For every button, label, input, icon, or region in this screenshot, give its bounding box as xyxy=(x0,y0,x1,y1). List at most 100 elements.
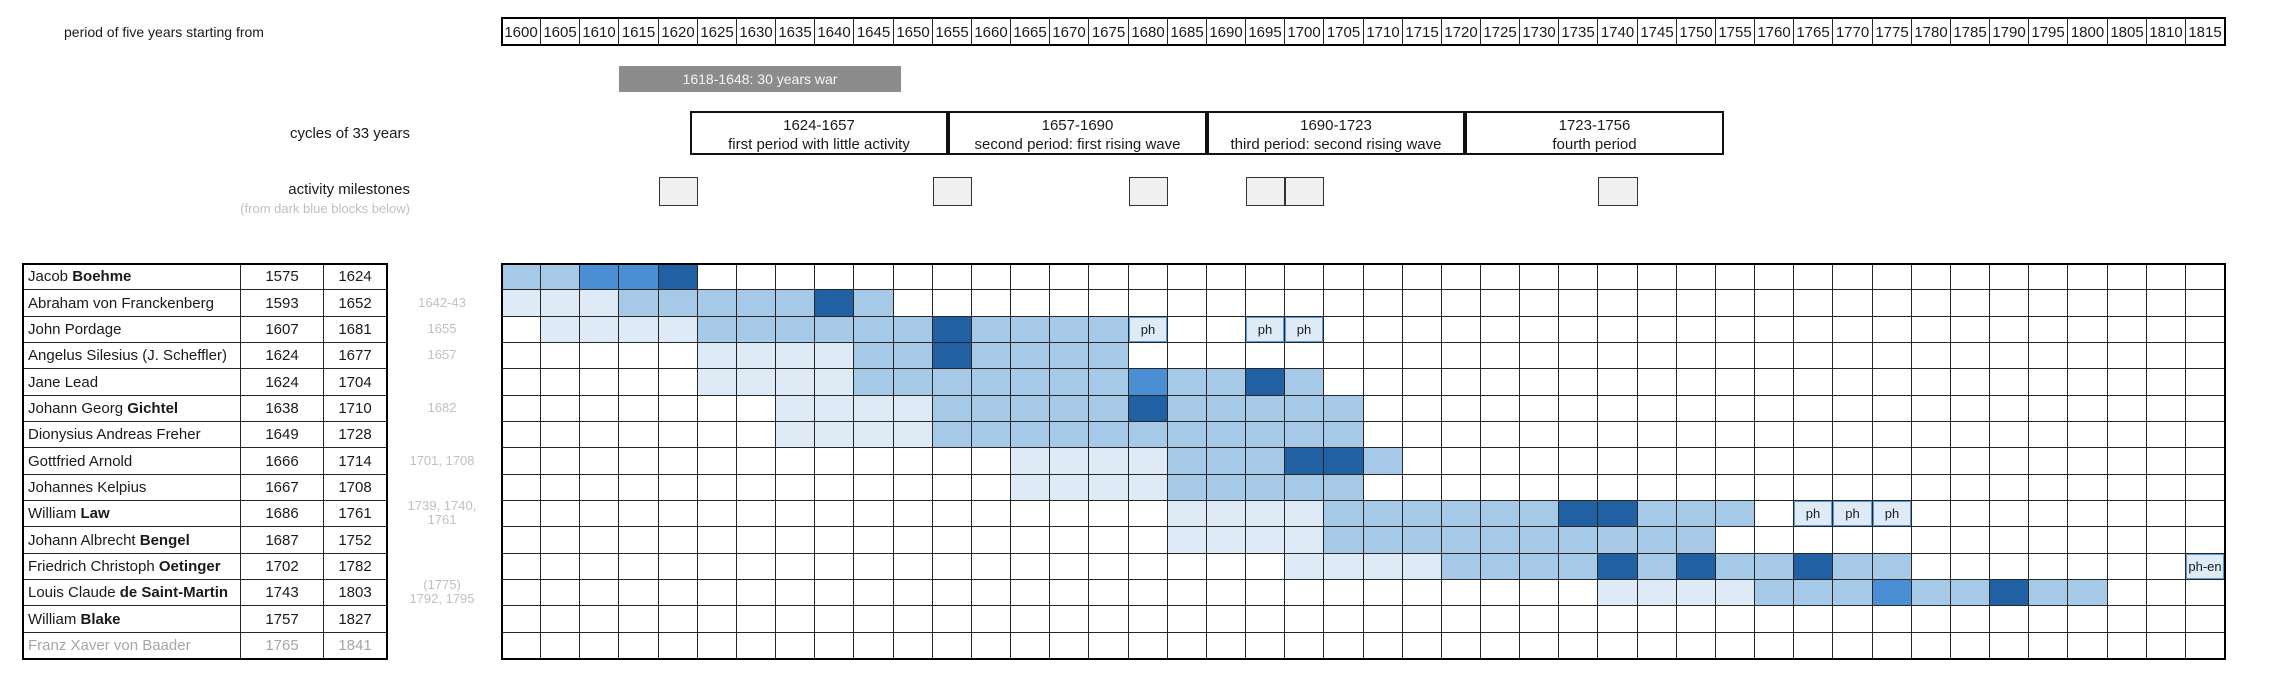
activity-cell xyxy=(1833,369,1873,396)
activity-cell xyxy=(1598,369,1638,396)
activity-cell xyxy=(1638,290,1677,317)
activity-cell xyxy=(1990,475,2029,501)
activity-cell xyxy=(1050,527,1089,554)
activity-cell xyxy=(1011,633,1050,659)
person-death-cell: 1752 xyxy=(324,527,387,554)
activity-cell xyxy=(972,369,1011,396)
activity-cell xyxy=(1324,527,1364,554)
activity-cell xyxy=(1598,633,1638,659)
activity-cell xyxy=(1129,554,1168,580)
activity-cell xyxy=(1011,501,1050,527)
activity-cell xyxy=(2068,633,2108,659)
activity-cell xyxy=(2108,475,2147,501)
activity-cell xyxy=(1638,606,1677,633)
activity-cell xyxy=(1755,475,1794,501)
activity-cell xyxy=(1559,527,1598,554)
activity-cell xyxy=(1951,554,1990,580)
activity-cell xyxy=(1598,396,1638,422)
activity-cell xyxy=(894,343,933,369)
year-header-cell: 1690 xyxy=(1207,19,1246,45)
activity-cell xyxy=(1129,633,1168,659)
activity-cell xyxy=(1129,580,1168,606)
activity-cell xyxy=(1481,448,1520,475)
ph-marker-cell: ph xyxy=(1285,317,1324,343)
activity-cell xyxy=(1716,501,1755,527)
person-birth-cell: 1649 xyxy=(241,422,324,448)
activity-cell xyxy=(1677,264,1716,290)
activity-cell xyxy=(1481,606,1520,633)
activity-cell xyxy=(1246,369,1285,396)
activity-cell xyxy=(1089,554,1129,580)
year-header-cell: 1715 xyxy=(1403,19,1442,45)
activity-cell xyxy=(1246,290,1285,317)
ph-marker-cell: ph xyxy=(1794,501,1833,527)
activity-cell xyxy=(815,501,854,527)
activity-cell xyxy=(933,369,972,396)
person-note: (1775) 1792, 1795 xyxy=(393,574,491,610)
year-header-cell: 1740 xyxy=(1598,19,1638,45)
activity-cell xyxy=(1168,343,1207,369)
activity-cell xyxy=(1089,343,1129,369)
activity-cell xyxy=(580,501,619,527)
activity-cell xyxy=(815,606,854,633)
activity-cell xyxy=(1168,264,1207,290)
activity-cell xyxy=(1912,475,1951,501)
activity-cell xyxy=(1755,264,1794,290)
cycle-period-range: 1657-1690 xyxy=(1041,117,1114,134)
cycle-period-box: 1723-1756 fourth period xyxy=(1465,111,1724,155)
activity-cell xyxy=(1755,396,1794,422)
year-header-cell: 1765 xyxy=(1794,19,1833,45)
activity-cell xyxy=(894,580,933,606)
person-first-name: Jacob xyxy=(28,268,73,285)
activity-cell xyxy=(659,501,698,527)
activity-cell xyxy=(619,396,659,422)
person-death-cell: 1681 xyxy=(324,317,387,343)
activity-cell xyxy=(659,264,698,290)
activity-cell xyxy=(1951,343,1990,369)
activity-cell xyxy=(2108,580,2147,606)
activity-cell xyxy=(1520,580,1559,606)
activity-cell xyxy=(1011,527,1050,554)
activity-cell xyxy=(502,580,541,606)
activity-cell xyxy=(776,396,815,422)
activity-cell xyxy=(659,527,698,554)
activity-cell xyxy=(1559,396,1598,422)
activity-cell xyxy=(2029,422,2068,448)
person-note: 1655 xyxy=(393,311,491,347)
activity-cell xyxy=(1168,422,1207,448)
activity-cell xyxy=(1481,396,1520,422)
activity-cell xyxy=(894,554,933,580)
activity-cell xyxy=(1755,369,1794,396)
milestones-label: activity milestones xyxy=(288,181,410,198)
activity-cell xyxy=(2186,422,2225,448)
activity-cell xyxy=(1324,501,1364,527)
activity-cell xyxy=(1246,501,1285,527)
activity-cell xyxy=(2108,396,2147,422)
milestone-box xyxy=(1129,177,1168,206)
activity-cell xyxy=(1050,343,1089,369)
activity-cell xyxy=(2108,501,2147,527)
activity-cell xyxy=(1755,422,1794,448)
activity-cell xyxy=(1559,422,1598,448)
activity-cell xyxy=(1677,422,1716,448)
year-header-cell: 1680 xyxy=(1129,19,1168,45)
activity-cell xyxy=(1677,580,1716,606)
activity-cell xyxy=(1246,554,1285,580)
activity-cell xyxy=(776,475,815,501)
activity-cell xyxy=(1481,580,1520,606)
activity-cell xyxy=(1716,369,1755,396)
activity-cell xyxy=(1481,422,1520,448)
activity-cell xyxy=(1129,264,1168,290)
activity-cell xyxy=(619,369,659,396)
person-note: 1642-43 xyxy=(393,284,491,321)
activity-cell xyxy=(2147,422,2186,448)
year-header-cell: 1645 xyxy=(854,19,894,45)
activity-cell xyxy=(541,290,580,317)
activity-cell xyxy=(2068,290,2108,317)
activity-cell xyxy=(541,606,580,633)
activity-cell xyxy=(1285,475,1324,501)
activity-cell xyxy=(1011,290,1050,317)
activity-cell xyxy=(2029,527,2068,554)
activity-cell xyxy=(1481,501,1520,527)
person-first-name: Franz Xaver von Baader xyxy=(28,637,191,654)
